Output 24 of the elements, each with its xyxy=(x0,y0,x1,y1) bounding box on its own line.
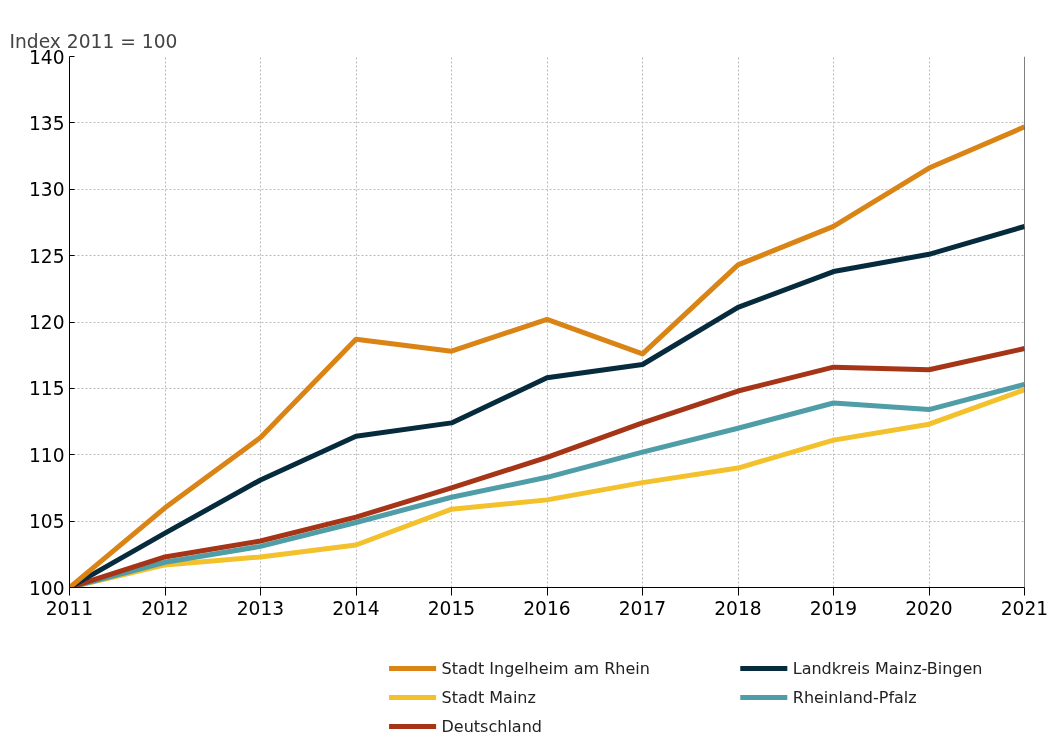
x-tick-label: 2014 xyxy=(332,597,380,619)
x-tick-label: 2016 xyxy=(523,597,571,619)
legend-label: Rheinland-Pfalz xyxy=(792,688,917,707)
x-tick-label: 2017 xyxy=(618,597,667,619)
x-tick-label: 2018 xyxy=(714,597,762,619)
y-tick-label: 115 xyxy=(28,378,65,400)
y-tick-label: 105 xyxy=(28,511,65,533)
legend-label: Stadt Mainz xyxy=(441,688,536,707)
legend-label: Deutschland xyxy=(441,717,542,733)
x-tick-label: 2021 xyxy=(1000,597,1049,619)
x-tick-label: 2019 xyxy=(809,597,858,619)
y-tick-label: 120 xyxy=(28,312,65,333)
y-tick-label: 135 xyxy=(28,112,65,134)
y-tick-label: 100 xyxy=(28,577,65,599)
x-tick-label: 2020 xyxy=(905,597,953,619)
legend-label: Stadt Ingelheim am Rhein xyxy=(441,659,650,678)
x-tick-label: 2011 xyxy=(45,597,94,619)
x-tick-label: 2013 xyxy=(236,597,285,619)
y-tick-label: 125 xyxy=(28,245,65,267)
y-tick-label: 130 xyxy=(28,179,65,201)
legend-label: Landkreis Mainz-Bingen xyxy=(792,659,983,678)
x-tick-label: 2015 xyxy=(427,597,476,619)
y-tick-label: 110 xyxy=(28,444,65,466)
x-tick-label: 2012 xyxy=(141,597,189,619)
